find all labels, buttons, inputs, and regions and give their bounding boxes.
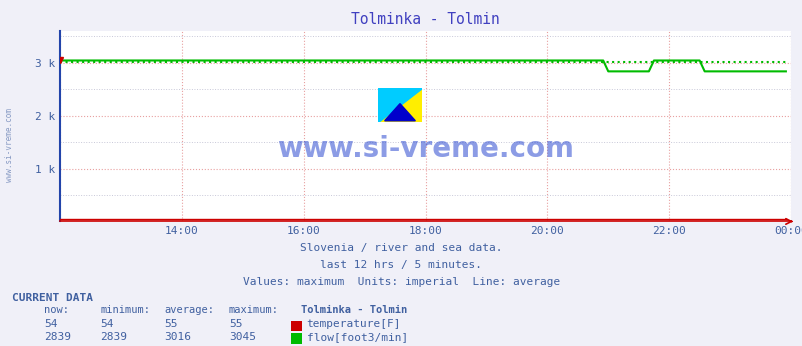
Text: maximum:: maximum: [229,305,278,315]
Text: www.si-vreme.com: www.si-vreme.com [277,135,573,163]
Text: average:: average: [164,305,214,315]
Text: 2839: 2839 [44,332,71,342]
Text: 3016: 3016 [164,332,192,342]
Text: 55: 55 [229,319,242,329]
Text: CURRENT DATA: CURRENT DATA [12,293,93,303]
Text: 2839: 2839 [100,332,128,342]
Text: flow[foot3/min]: flow[foot3/min] [306,332,407,342]
Text: 54: 54 [100,319,114,329]
Text: www.si-vreme.com: www.si-vreme.com [5,108,14,182]
Text: temperature[F]: temperature[F] [306,319,401,329]
Text: Tolminka - Tolmin: Tolminka - Tolmin [301,305,407,315]
Text: 3045: 3045 [229,332,256,342]
Title: Tolminka - Tolmin: Tolminka - Tolmin [350,12,500,27]
Text: 54: 54 [44,319,58,329]
Text: Values: maximum  Units: imperial  Line: average: Values: maximum Units: imperial Line: av… [242,277,560,288]
Text: Slovenia / river and sea data.: Slovenia / river and sea data. [300,243,502,253]
Text: 55: 55 [164,319,178,329]
Text: now:: now: [44,305,69,315]
Text: minimum:: minimum: [100,305,150,315]
Text: last 12 hrs / 5 minutes.: last 12 hrs / 5 minutes. [320,260,482,270]
